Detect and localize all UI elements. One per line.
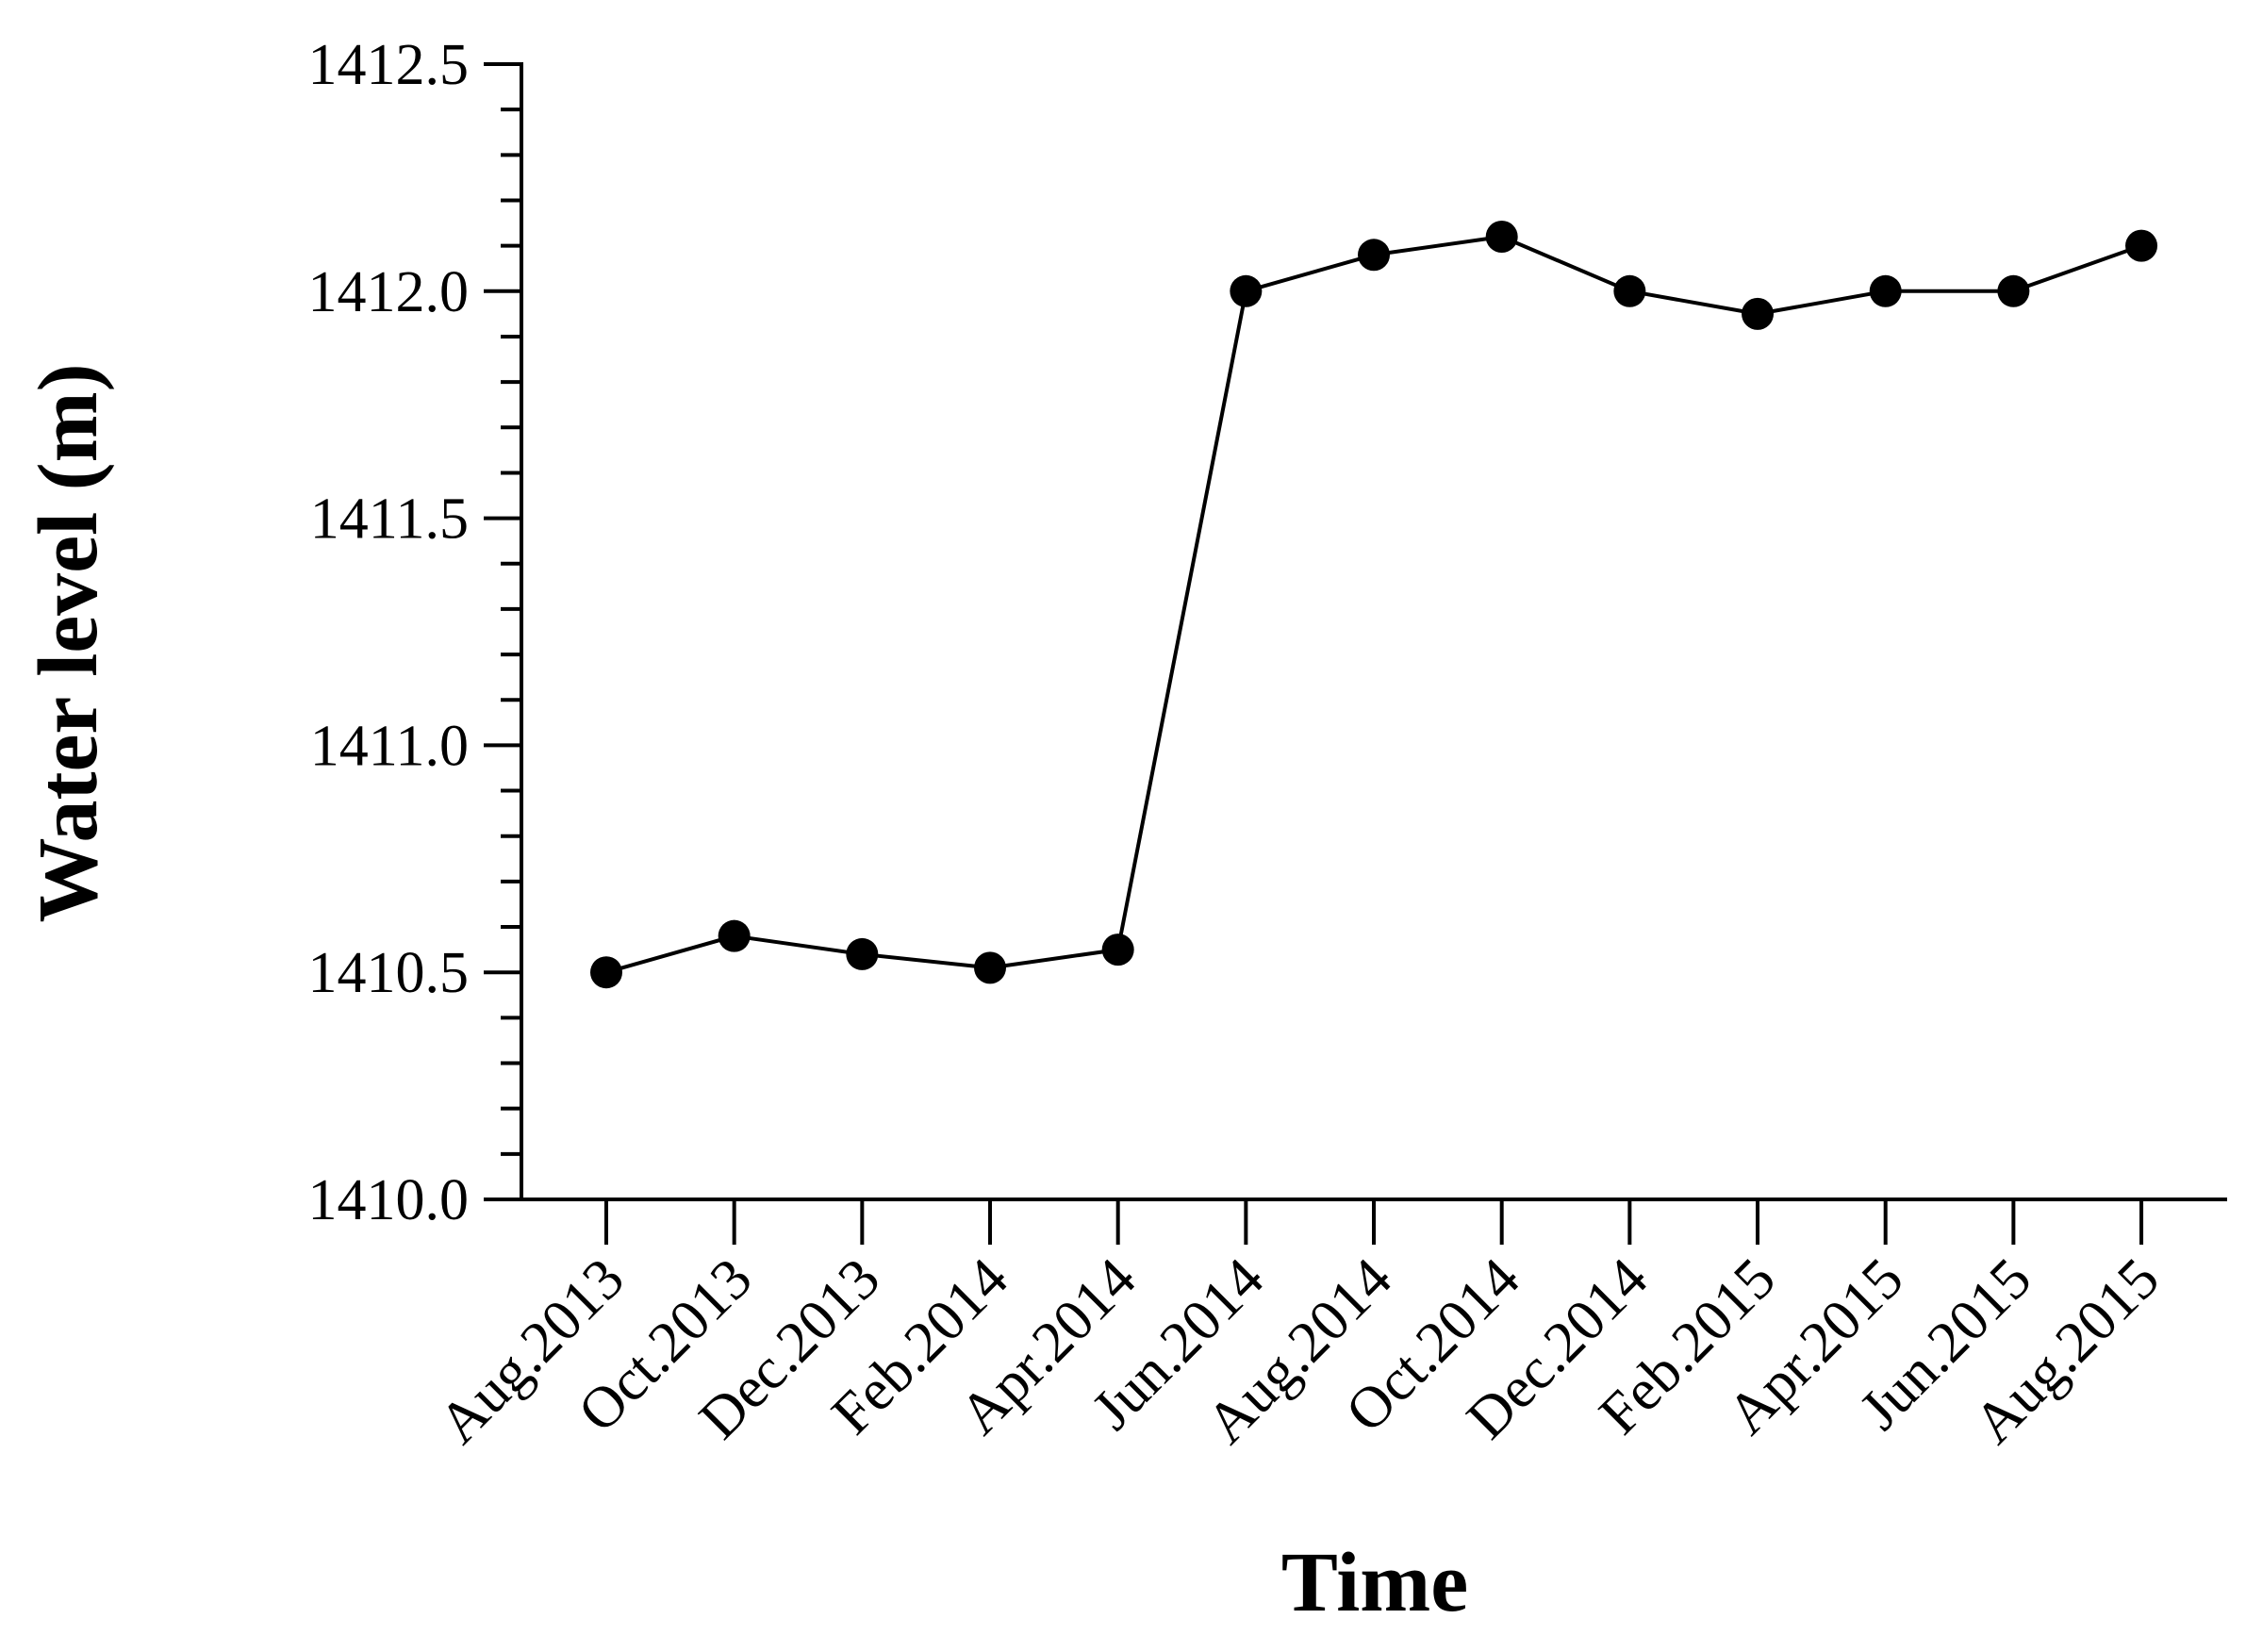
x-axis: Aug.2013Oct.2013Dec.2013Feb.2014Apr.2014… [427, 1198, 2227, 1456]
data-point [846, 937, 879, 970]
y-axis: 1410.0 1410.5 1411.0 1411.5 1412.0 1412.5 [308, 33, 523, 1232]
data-point [1869, 274, 1902, 307]
data-point [1101, 933, 1134, 966]
data-point [1613, 274, 1646, 307]
data-point [1485, 221, 1518, 254]
y-tick-label: 1411.5 [310, 487, 469, 552]
y-axis-title: Water level (m) [22, 363, 115, 922]
series-line-group [590, 221, 2158, 989]
data-point [590, 956, 622, 989]
y-tick-label: 1410.5 [308, 941, 470, 1005]
data-point [1358, 239, 1391, 272]
y-tick-label: 1411.0 [310, 714, 469, 778]
series-line [605, 235, 2142, 975]
data-point [1230, 274, 1263, 307]
data-point [2125, 229, 2158, 262]
data-point [974, 951, 1007, 984]
y-tick-label: 1412.5 [308, 33, 470, 97]
data-point [1997, 274, 2030, 307]
y-tick-label: 1410.0 [308, 1168, 470, 1232]
data-point [1742, 297, 1775, 330]
y-tick-label: 1412.0 [308, 260, 470, 324]
data-point [718, 919, 751, 952]
x-axis-title: Time [1281, 1536, 1468, 1629]
